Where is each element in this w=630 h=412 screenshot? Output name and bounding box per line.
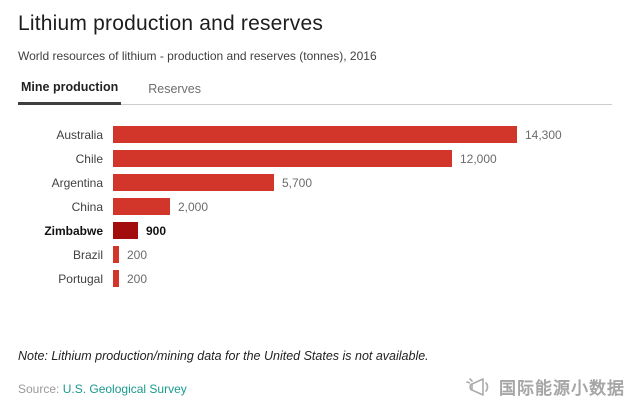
bar-value: 14,300: [525, 127, 562, 142]
bar-value: 2,000: [178, 199, 209, 214]
bar: [113, 222, 138, 239]
bar-chart: Australia 14,300 Chile 12,000 Argentina 5,700…: [18, 126, 612, 287]
bar: [113, 270, 119, 287]
source-link[interactable]: U.S. Geological Survey: [62, 382, 187, 396]
chart-row: Australia 14,300: [18, 126, 612, 143]
bar-value: 900: [146, 223, 167, 238]
chart-rows: Australia 14,300 Chile 12,000 Argentina 5,700…: [18, 126, 612, 287]
watermark: 国际能源小数据: [464, 371, 625, 401]
chart-row: Portugal 200: [18, 270, 612, 287]
bar-value: 200: [127, 247, 148, 262]
tab-mine-production[interactable]: Mine production: [18, 80, 122, 105]
chart-card: Lithium production and reserves World re…: [18, 12, 612, 396]
chart-row: Chile 12,000: [18, 150, 612, 167]
watermark-text: 国际能源小数据: [499, 378, 625, 398]
bar: [113, 246, 119, 263]
bar-value: 5,700: [282, 175, 313, 190]
bar-label: Argentina: [51, 175, 103, 190]
chart-row: Argentina 5,700: [18, 174, 612, 191]
source-prefix: Source:: [18, 382, 60, 396]
bar-value: 12,000: [460, 151, 497, 166]
bar: [113, 126, 517, 143]
page-title: Lithium production and reserves: [18, 12, 324, 35]
bar: [113, 150, 452, 167]
chart-row: Brazil 200: [18, 246, 612, 263]
chart-subtitle: World resources of lithium - production …: [18, 49, 377, 63]
megaphone-icon: [466, 378, 489, 396]
bar: [113, 174, 274, 191]
bar-value: 200: [127, 271, 148, 286]
chart-row: China 2,000: [18, 198, 612, 215]
chart-note: Note: Lithium production/mining data for…: [18, 349, 429, 363]
source-line: Source: U.S. Geological Survey: [18, 382, 612, 396]
tab-bar: Mine production Reserves: [18, 80, 612, 105]
bar-label: China: [71, 199, 103, 214]
tab-reserves[interactable]: Reserves: [148, 82, 202, 96]
bar: [113, 198, 170, 215]
bar-label: Chile: [75, 151, 103, 166]
chart-row: Zimbabwe 900: [18, 222, 612, 239]
bar-label: Zimbabwe: [44, 223, 103, 238]
bar-label: Brazil: [72, 247, 103, 262]
bar-label: Australia: [56, 127, 103, 142]
bar-label: Portugal: [58, 271, 103, 286]
